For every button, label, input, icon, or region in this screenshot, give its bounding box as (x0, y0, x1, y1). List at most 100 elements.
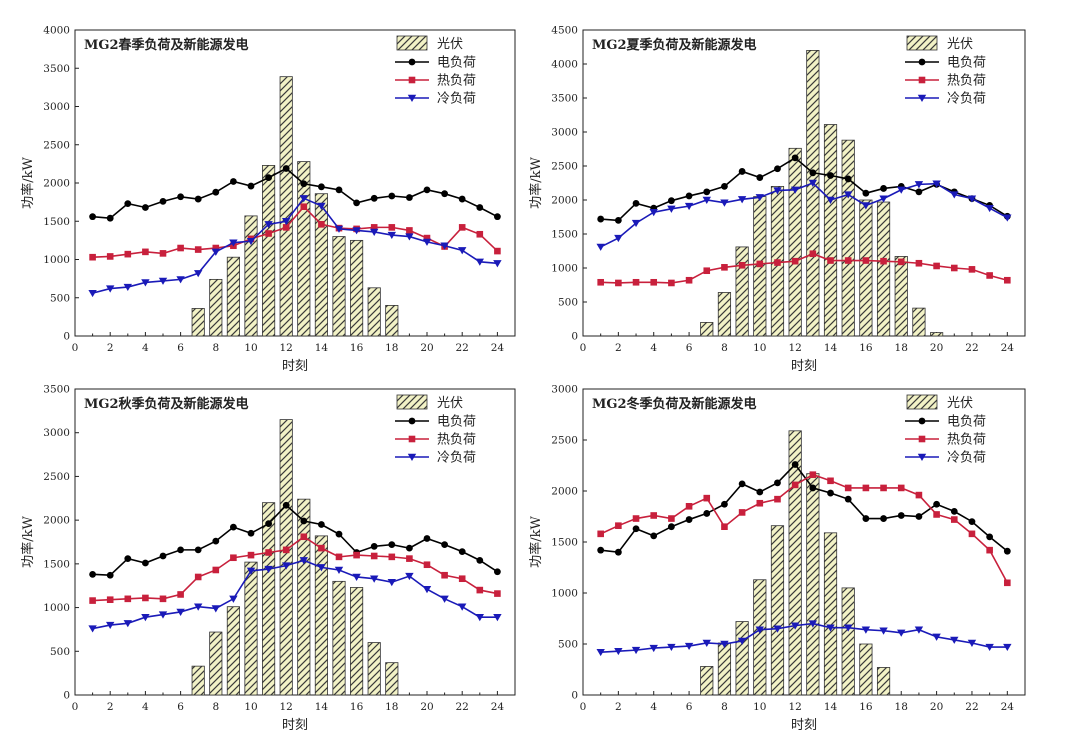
series-line (92, 197, 498, 294)
series-point (124, 200, 132, 208)
series-point (440, 595, 449, 603)
y-tick-label: 3500 (551, 93, 578, 105)
legend-marker (917, 94, 927, 102)
legend-label: 光伏 (437, 396, 463, 411)
series-point (230, 554, 237, 562)
series-point (458, 575, 466, 583)
x-tick-label: 18 (385, 342, 398, 354)
series-point (318, 521, 325, 528)
pv-bar (244, 561, 258, 696)
series-point (229, 595, 238, 603)
y-tick-label: 3000 (551, 127, 578, 139)
series-point (247, 529, 255, 537)
series-point (844, 495, 852, 503)
series-point (265, 549, 272, 556)
series-point (986, 272, 993, 279)
legend-marker (408, 76, 416, 84)
pv-bar (385, 662, 399, 696)
series-point (212, 244, 220, 252)
series-point (756, 260, 764, 268)
legend-label: 电负荷 (437, 415, 476, 430)
x-tick-label: 10 (753, 701, 766, 713)
series-point (441, 571, 448, 579)
legend-label: 电负荷 (947, 56, 986, 71)
pv-bar (385, 304, 399, 337)
series-point (106, 214, 114, 222)
series-point (685, 276, 693, 284)
x-tick-label: 24 (491, 342, 505, 354)
series-point (353, 199, 360, 207)
series-point (932, 180, 941, 188)
series-point (933, 500, 940, 508)
x-tick-label: 22 (965, 342, 978, 354)
series-line (92, 559, 498, 630)
x-tick-label: 16 (859, 342, 873, 354)
series-point (650, 512, 658, 519)
y-tick-label: 1500 (43, 216, 70, 228)
legend-pv-swatch (396, 394, 428, 410)
series-point (791, 154, 799, 162)
series-point (494, 213, 501, 221)
y-tick-label: 500 (558, 639, 578, 651)
series-point (756, 174, 764, 181)
series-point (879, 195, 888, 203)
series-point (142, 248, 149, 256)
pv-bar (226, 606, 240, 696)
y-axis-label: 功率/kW (20, 157, 36, 209)
series-point (596, 648, 605, 657)
series-point (826, 624, 835, 632)
series-line (600, 473, 1009, 584)
y-tick-label: 2500 (43, 471, 70, 483)
pv-bar (350, 587, 364, 696)
series-point (668, 523, 675, 531)
series-point (738, 168, 746, 175)
series-point (423, 234, 431, 242)
legend-marker (408, 435, 416, 443)
series-point (791, 257, 799, 265)
series-point (406, 194, 413, 201)
legend-marker (408, 417, 416, 425)
pv-bar (297, 161, 311, 337)
y-tick-label: 2500 (551, 435, 578, 447)
series-point (423, 535, 431, 542)
pv-bar (806, 50, 820, 337)
series-point (159, 197, 167, 205)
y-tick-label: 0 (571, 690, 578, 702)
y-tick-label: 2000 (43, 178, 70, 190)
series-point (458, 548, 466, 556)
series-point (791, 461, 799, 468)
series-point (649, 644, 658, 653)
series-point (684, 642, 694, 651)
series-point (265, 520, 272, 528)
series-point (809, 471, 817, 478)
x-tick-label: 2 (615, 342, 622, 354)
series-point (756, 499, 764, 507)
y-tick-label: 4000 (551, 59, 578, 71)
series-point (915, 513, 923, 520)
pv-bar (279, 76, 293, 337)
series-point (142, 204, 149, 211)
series-point (388, 553, 396, 561)
series-point (614, 647, 623, 656)
series-point (476, 204, 484, 211)
series-point (738, 509, 746, 516)
series-point (406, 555, 413, 562)
series-point (387, 579, 396, 587)
series-point (631, 219, 641, 228)
legend-label: 冷负荷 (947, 92, 986, 107)
series-point (230, 523, 237, 531)
series-point (158, 611, 168, 619)
series-point (968, 530, 976, 538)
series-point (300, 180, 308, 188)
series-point (423, 186, 431, 194)
series-point (370, 575, 379, 583)
legend-label: 热负荷 (947, 74, 986, 89)
pv-bar (244, 215, 258, 337)
x-tick-label: 18 (385, 701, 398, 713)
series-line (92, 504, 498, 577)
y-tick-label: 4000 (43, 25, 70, 37)
y-tick-label: 2500 (43, 139, 70, 151)
